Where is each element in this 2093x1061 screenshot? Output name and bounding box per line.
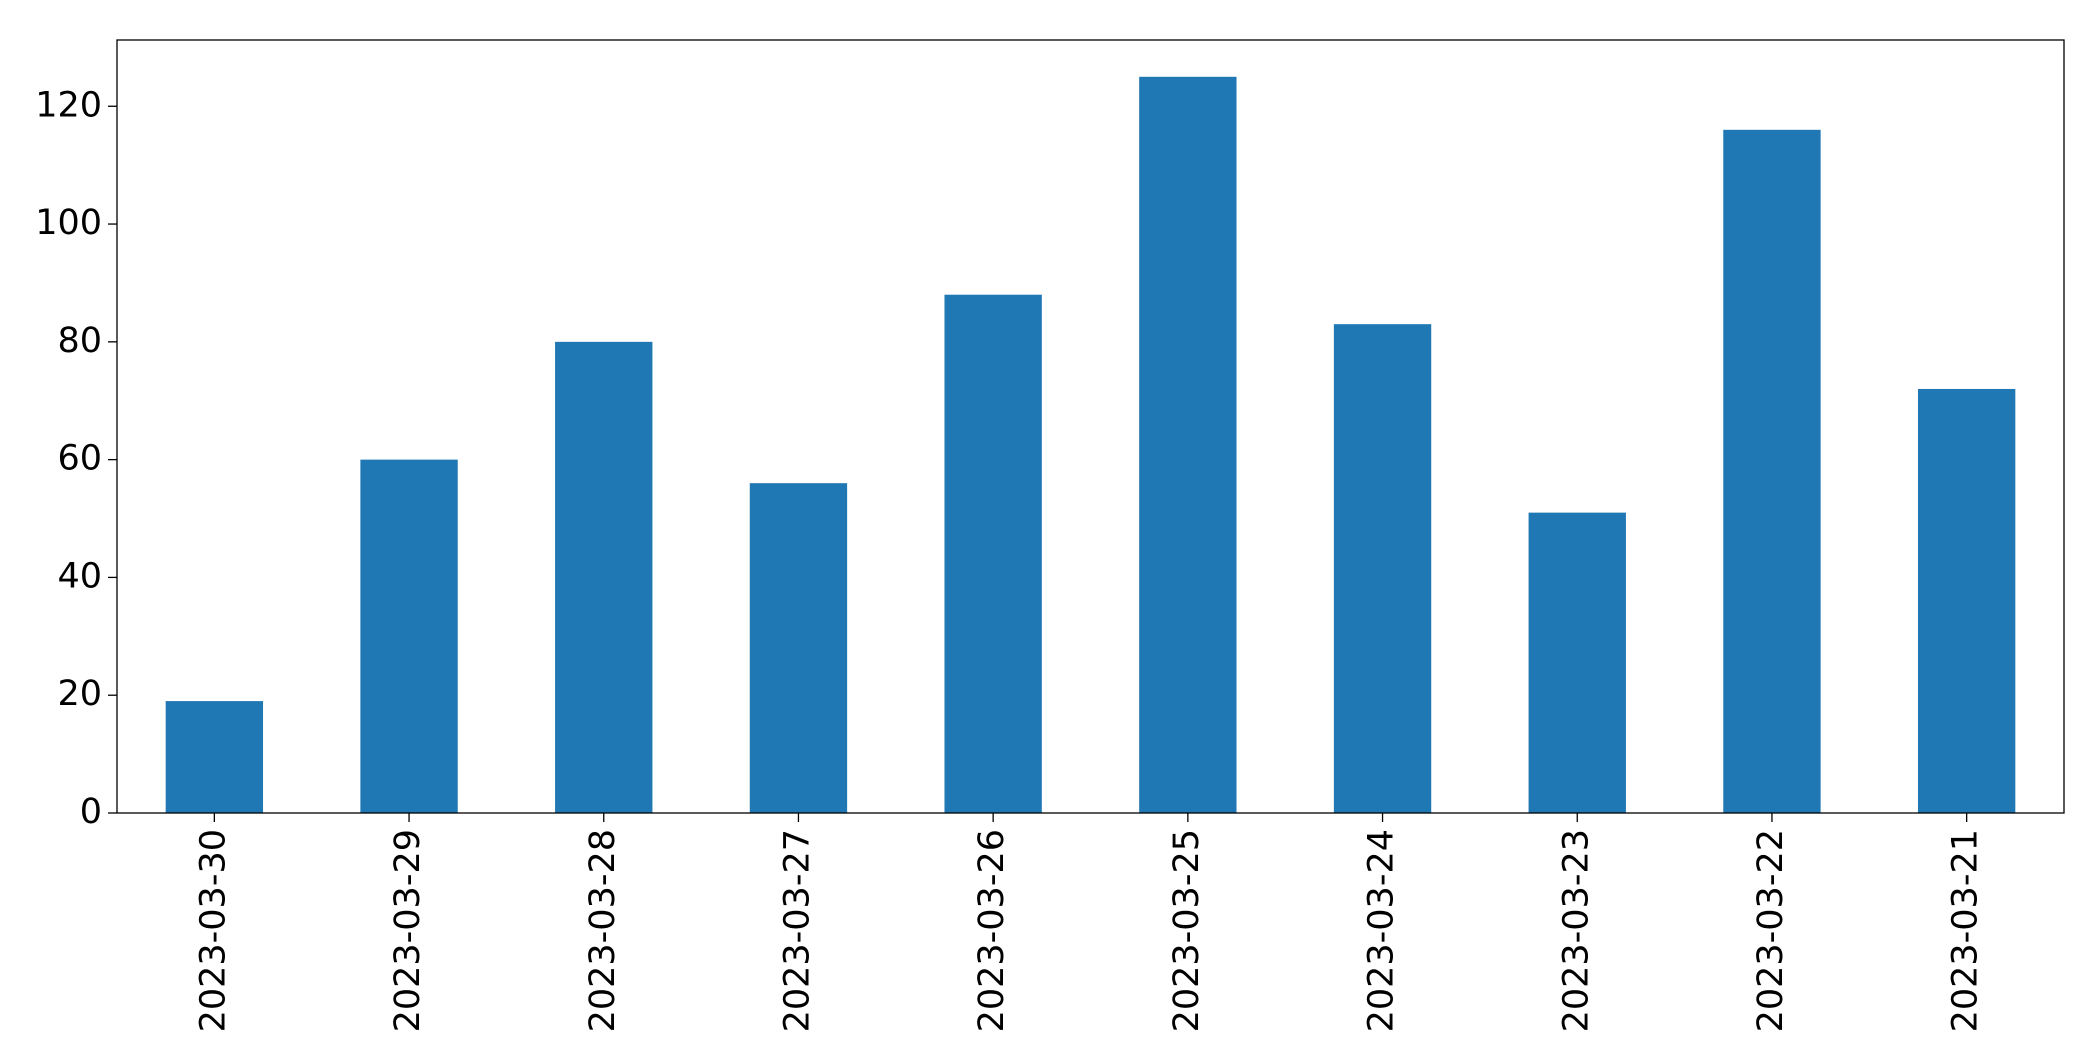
x-tick-label: 2023-03-23: [1556, 829, 1596, 1032]
x-tick-label: 2023-03-29: [388, 829, 428, 1032]
y-tick-label: 0: [80, 792, 102, 832]
x-tick-label: 2023-03-22: [1751, 829, 1791, 1032]
x-tick-label: 2023-03-21: [1946, 829, 1986, 1032]
y-tick-label: 20: [57, 674, 102, 714]
bar: [749, 483, 848, 813]
y-tick-label: 80: [57, 321, 102, 361]
bar: [1528, 512, 1626, 813]
bar: [944, 294, 1042, 813]
bar: [165, 701, 264, 813]
bar: [1333, 324, 1432, 813]
bar: [555, 341, 653, 813]
x-tick-label: 2023-03-24: [1362, 829, 1402, 1032]
x-tick-label: 2023-03-28: [583, 829, 623, 1032]
y-tick-label: 60: [57, 439, 102, 479]
x-tick-label: 2023-03-26: [972, 829, 1012, 1032]
bar: [360, 459, 458, 813]
y-tick-label: 100: [35, 203, 102, 243]
y-tick-label: 120: [35, 85, 102, 125]
plot-frame: [116, 39, 2065, 814]
bar: [1139, 76, 1237, 814]
bar: [1723, 129, 1821, 813]
x-tick-label: 2023-03-30: [193, 829, 233, 1032]
y-tick-label: 40: [57, 556, 102, 596]
x-tick-label: 2023-03-27: [777, 829, 817, 1032]
x-tick-label: 2023-03-25: [1167, 829, 1207, 1032]
bar: [1917, 388, 2016, 813]
